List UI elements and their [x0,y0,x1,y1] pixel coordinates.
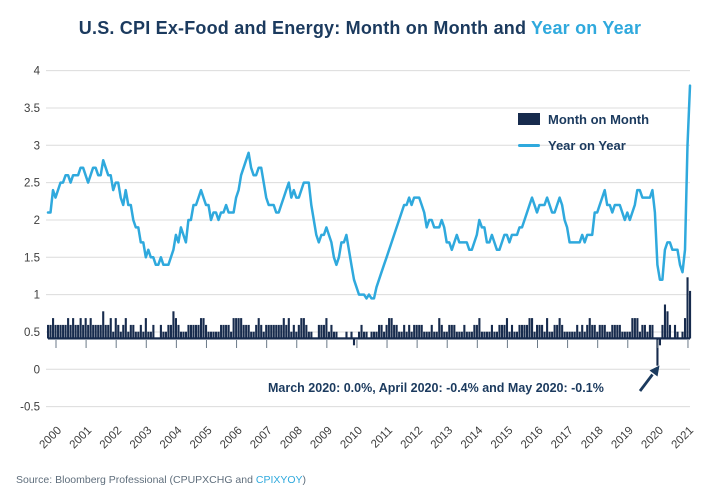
svg-text:2015: 2015 [489,425,516,452]
svg-text:1: 1 [34,290,40,302]
legend-item-year-on-year: Year on Year [518,136,649,154]
svg-text:2009: 2009 [308,425,335,452]
source-suffix: ) [302,474,307,486]
svg-text:2008: 2008 [278,425,305,452]
svg-text:2006: 2006 [218,425,245,452]
svg-text:2017: 2017 [549,425,576,452]
svg-text:2013: 2013 [429,425,456,452]
svg-text:0: 0 [34,364,40,376]
line-swatch-icon [518,143,540,147]
bar-axis-line [48,337,690,340]
x-axis-labels: 2000 2001 2002 2003 2004 2005 2006 2007 2008 2009… [38,424,697,451]
yoy-line [46,84,692,300]
svg-text:1.5: 1.5 [24,252,40,264]
bar-swatch-icon [518,113,540,125]
svg-text:2001: 2001 [68,425,95,452]
x-axis-ticks [55,340,689,348]
svg-text:0.5: 0.5 [24,327,40,339]
svg-text:2003: 2003 [128,425,155,452]
svg-text:2016: 2016 [519,425,546,452]
svg-text:2005: 2005 [188,425,215,452]
svg-text:2: 2 [34,215,40,227]
covid-annotation-text: March 2020: 0.0%, April 2020: -0.4% and … [268,381,604,395]
legend-label-yoy: Year on Year [548,137,626,153]
svg-text:-0.5: -0.5 [20,402,40,414]
svg-text:2014: 2014 [459,424,486,451]
svg-text:3.5: 3.5 [24,103,40,115]
svg-text:2.5: 2.5 [24,178,40,190]
svg-text:2002: 2002 [98,425,125,452]
svg-text:2000: 2000 [38,425,65,452]
svg-text:2012: 2012 [399,425,426,452]
source-text: Source: Bloomberg Professional (CPUPXCHG… [16,474,256,486]
mom-bars [47,277,692,366]
title-highlight-text: Year on Year [531,18,642,38]
legend-label-mom: Month on Month [548,111,650,127]
source-line: Source: Bloomberg Professional (CPUPXCHG… [16,474,306,486]
svg-text:2007: 2007 [248,425,275,452]
svg-text:2018: 2018 [579,425,606,452]
svg-text:2011: 2011 [369,425,395,451]
svg-text:4: 4 [34,66,41,78]
annotation-arrow-icon [638,365,660,392]
svg-text:3: 3 [34,140,40,152]
chart-legend: Month on Month Year on Year [518,110,649,162]
page-title: U.S. CPI Ex-Food and Energy: Month on Mo… [0,18,720,39]
svg-text:2019: 2019 [609,425,636,452]
svg-text:2020: 2020 [639,425,666,452]
svg-text:2021: 2021 [670,425,697,452]
y-axis-labels: 4 3.5 3 2.5 2 1.5 1 0.5 0 -0.5 [20,66,40,414]
title-main-text: U.S. CPI Ex-Food and Energy: Month on Mo… [78,18,532,38]
svg-text:2010: 2010 [338,425,365,452]
source-ticker-link: CPIXYOY [255,474,303,486]
svg-text:2004: 2004 [158,424,185,451]
legend-item-month-on-month: Month on Month [518,110,649,128]
